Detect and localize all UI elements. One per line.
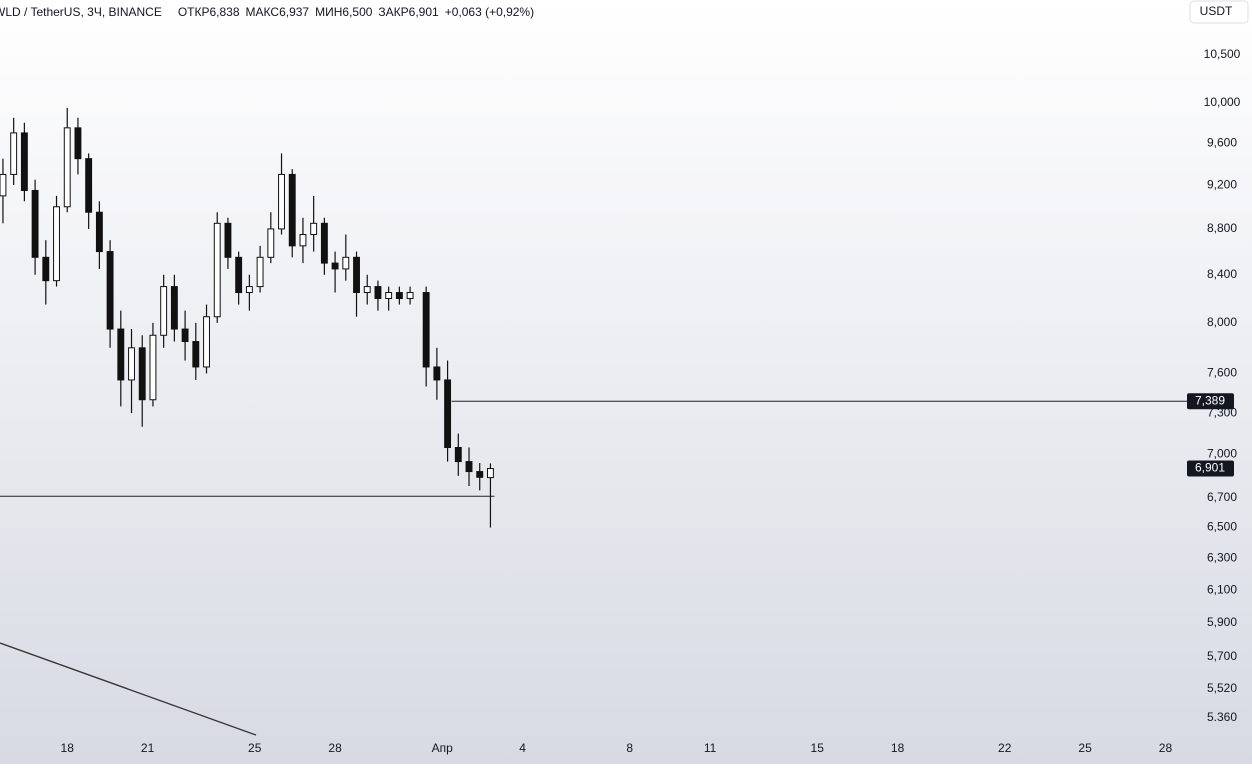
- currency: USDT: [1200, 4, 1233, 18]
- candle-body: [213, 222, 221, 318]
- change: +0,063 (+0,92%): [445, 5, 534, 19]
- candle-body: [245, 286, 253, 294]
- y-tick-label: 5,520: [1207, 681, 1237, 695]
- candle-body: [353, 256, 360, 294]
- y-tick-label: 10,000: [1204, 95, 1241, 109]
- chart-title: WLD / TetherUS, 3Ч, BINANCE: [0, 5, 162, 19]
- y-tick-label: 7,000: [1207, 447, 1237, 461]
- candle-body: [454, 446, 462, 463]
- ohlc-value: 6,937: [279, 5, 309, 19]
- price-label: 6,901: [1195, 461, 1225, 475]
- candle-body: [235, 256, 243, 294]
- candle-body: [476, 471, 484, 478]
- y-tick-label: 8,800: [1207, 221, 1237, 235]
- y-tick-label: 8,000: [1207, 315, 1237, 329]
- y-tick-label: 5.360: [1207, 710, 1237, 724]
- candle-body: [444, 379, 452, 448]
- ohlc-value: 6,500: [342, 5, 372, 19]
- candle-body: [63, 127, 71, 208]
- candle-body: [278, 173, 285, 230]
- trend-line: [0, 642, 257, 736]
- candle-body: [422, 292, 430, 368]
- candle-body: [331, 262, 339, 270]
- x-tick-label: 8: [626, 741, 633, 755]
- x-tick-label: 28: [1159, 741, 1173, 755]
- candle-body: [74, 127, 82, 160]
- candle-body: [320, 222, 328, 264]
- candle-body: [149, 334, 157, 401]
- candle-body: [106, 251, 114, 330]
- y-tick-label: 6,300: [1207, 551, 1237, 565]
- x-tick-label: Апр: [432, 741, 454, 755]
- x-tick-label: 25: [248, 741, 262, 755]
- candle-body: [487, 468, 494, 479]
- candle-body: [0, 173, 7, 197]
- ohlc-value: 6,838: [210, 5, 240, 19]
- candle-body: [192, 341, 200, 368]
- candle-body: [288, 173, 296, 247]
- candle-body: [342, 256, 350, 270]
- candle-body: [85, 158, 93, 213]
- price-label: 7,389: [1195, 393, 1225, 407]
- candle-body: [299, 234, 307, 247]
- ohlc-label: МАКС: [246, 5, 280, 19]
- currency-box: [1189, 0, 1249, 24]
- candle-body: [10, 132, 18, 175]
- x-tick-label: 4: [519, 741, 526, 755]
- y-tick-label: 10,500: [1204, 47, 1241, 61]
- ohlc-label: ЗАКР: [378, 5, 408, 19]
- candle-body: [406, 292, 414, 300]
- candle-body: [363, 286, 371, 294]
- candle-body: [256, 256, 264, 288]
- y-tick-label: 7,600: [1207, 366, 1237, 380]
- candle-body: [395, 292, 403, 300]
- y-tick-label: 9,200: [1207, 177, 1237, 191]
- candle-body: [128, 347, 135, 381]
- candle-body: [20, 132, 28, 191]
- price-label-box: [1187, 393, 1234, 410]
- price-label-box: [1187, 460, 1234, 477]
- y-tick-label: 6,100: [1207, 582, 1237, 596]
- candle-body: [95, 211, 103, 253]
- candle-body: [465, 461, 473, 473]
- candle-body: [53, 206, 60, 282]
- candle-body: [117, 328, 125, 381]
- x-tick-label: 22: [998, 741, 1012, 755]
- y-tick-label: 6,500: [1207, 520, 1237, 534]
- x-tick-label: 25: [1078, 741, 1092, 755]
- y-tick-label: 5,700: [1207, 649, 1237, 663]
- candle-body: [310, 222, 318, 236]
- y-tick-label: 6,700: [1207, 490, 1237, 504]
- ohlc-value: 6,901: [409, 5, 439, 19]
- candle-body: [203, 316, 210, 368]
- y-tick-label: 9,600: [1207, 135, 1237, 149]
- candle-body: [181, 328, 189, 343]
- candle-body: [138, 347, 146, 401]
- ohlc-label: ОТКР: [178, 5, 210, 19]
- x-tick-label: 15: [811, 741, 825, 755]
- candle-body: [374, 286, 382, 300]
- x-tick-label: 21: [141, 741, 155, 755]
- candle-body: [42, 256, 50, 282]
- x-tick-label: 18: [61, 741, 75, 755]
- x-tick-label: 11: [704, 741, 717, 755]
- x-tick-label: 18: [891, 741, 905, 755]
- candle-body: [433, 366, 441, 381]
- x-tick-label: 28: [328, 741, 342, 755]
- y-tick-label: 8,400: [1207, 267, 1237, 281]
- ohlc-label: МИН: [315, 5, 342, 19]
- candle-body: [170, 286, 178, 330]
- candle-body: [385, 292, 393, 300]
- candle-body: [160, 286, 168, 336]
- candle-body: [224, 222, 232, 258]
- candle-body: [31, 189, 39, 258]
- candle-body: [267, 228, 275, 258]
- y-tick-label: 5,900: [1207, 615, 1237, 629]
